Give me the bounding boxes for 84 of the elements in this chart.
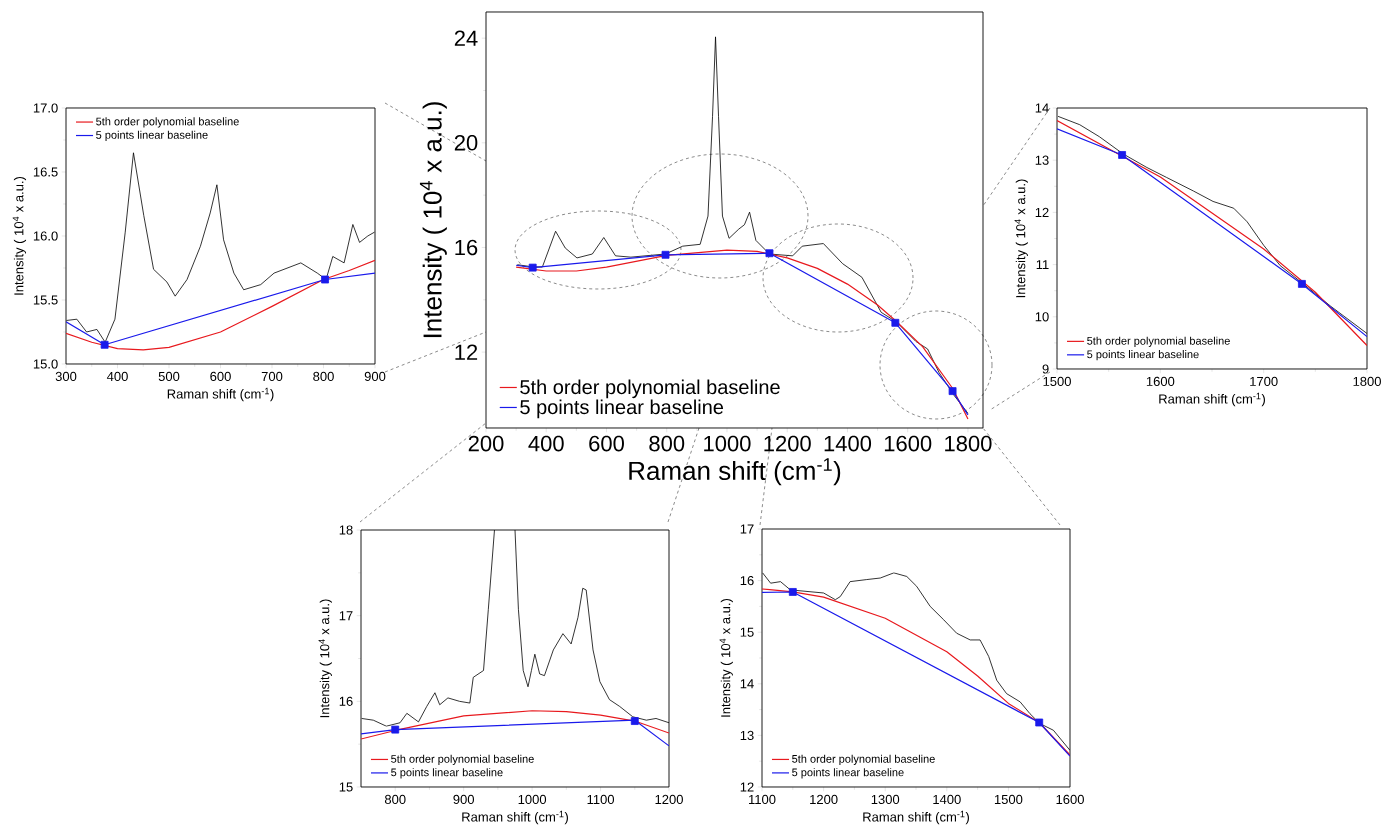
x-axis-title: Raman shift (cm$^{-1}$) — [167, 387, 274, 402]
y-axis-title: Intensity ( 10$^{4}$ x a.u.) — [419, 102, 447, 338]
point — [528, 263, 537, 272]
legend-label: 5 points linear baseline — [96, 130, 208, 142]
x-axis-title: Raman shift (cm$^{-1}$) — [462, 810, 568, 825]
y-tick-label: 12 — [1035, 207, 1049, 217]
x-tick-label: 1800 — [945, 435, 992, 452]
x-tick-label: 200 — [468, 435, 504, 452]
legend-label: 5th order polynomial baseline — [391, 754, 534, 765]
point — [948, 387, 957, 396]
x-tick-label: 1000 — [518, 794, 547, 804]
x-axis-title: Raman shift (cm$^{-1}$) — [629, 458, 841, 486]
x-tick-label: 400 — [528, 435, 564, 452]
y-tick-label: 16 — [455, 239, 478, 256]
y-tick-label: 14 — [1035, 103, 1049, 113]
x-tick-label: 1300 — [871, 794, 900, 804]
y-tick-label: 15 — [740, 627, 754, 637]
y-tick-label: 20 — [454, 135, 478, 151]
x-tick-label: 1400 — [824, 435, 872, 452]
x-tick-label: 800 — [649, 435, 685, 452]
y-tick-label: 16 — [339, 696, 353, 706]
x-tick-label: 1500 — [1043, 376, 1071, 386]
line-series — [66, 259, 375, 351]
y-tick-label: 15.0 — [33, 359, 58, 369]
legend-label: 5 points linear baseline — [1087, 350, 1199, 361]
y-tick-label: 18 — [339, 525, 353, 535]
point — [661, 250, 670, 259]
y-tick-label: 16.0 — [33, 231, 58, 241]
y-tick-label: 13 — [1035, 155, 1049, 165]
y-axis-title: Intensity ( 10$^{4}$ x a.u.) — [1014, 179, 1028, 298]
y-tick-label: 11 — [1036, 260, 1049, 270]
x-tick-label: 1600 — [1056, 794, 1084, 804]
y-tick-label: 17.0 — [33, 103, 58, 113]
line-series — [361, 719, 669, 747]
x-tick-label: 300 — [55, 371, 77, 381]
y-axis-title: Intensity ( 10$^{4}$ x a.u.) — [318, 599, 332, 718]
x-tick-label: 1200 — [764, 435, 811, 452]
x-tick-label: 800 — [384, 794, 406, 804]
y-axis-title: Intensity ( 10$^{4}$ x a.u.) — [12, 176, 27, 295]
y-tick-label: 17 — [740, 524, 754, 534]
y-tick-label: 24 — [454, 30, 478, 46]
legend-label: 5 points linear baseline — [520, 399, 724, 419]
legend-label: 5 points linear baseline — [391, 768, 503, 779]
x-tick-label: 700 — [261, 371, 283, 381]
x-tick-label: 400 — [106, 371, 128, 381]
line-series — [361, 710, 669, 740]
y-tick-label: 15.5 — [33, 295, 58, 305]
x-tick-label: 900 — [364, 371, 386, 381]
x-tick-label: 1000 — [704, 435, 751, 452]
point — [891, 318, 900, 327]
y-tick-label: 10 — [1035, 312, 1049, 322]
x-tick-label: 1200 — [655, 794, 683, 804]
x-axis-title: Raman shift (cm$^{-1}$) — [1159, 392, 1265, 407]
x-tick-label: 1800 — [1353, 376, 1381, 386]
x-axis-title: Raman shift (cm$^{-1}$) — [863, 810, 969, 825]
y-tick-label: 13 — [740, 730, 754, 740]
y-tick-label: 17 — [339, 611, 353, 621]
legend-label: 5th order polynomial baseline — [1087, 336, 1230, 347]
x-tick-label: 1600 — [1146, 376, 1175, 386]
x-tick-label: 500 — [158, 371, 180, 381]
y-tick-label: 15 — [339, 782, 353, 792]
y-tick-label: 9 — [1042, 364, 1049, 374]
x-tick-label: 800 — [313, 371, 334, 381]
y-tick-label: 16 — [740, 576, 754, 586]
legend-label: 5th order polynomial baseline — [520, 379, 780, 399]
x-tick-label: 900 — [453, 794, 475, 804]
y-tick-label: 16.5 — [33, 167, 58, 177]
y-axis-title: Intensity ( 10$^{4}$ x a.u.) — [719, 598, 733, 717]
x-tick-label: 1200 — [810, 794, 838, 804]
x-tick-label: 1600 — [884, 435, 932, 452]
legend-label: 5 points linear baseline — [792, 768, 904, 779]
x-tick-label: 1100 — [587, 794, 615, 804]
point — [765, 249, 774, 258]
legend-label: 5th order polynomial baseline — [792, 754, 935, 765]
x-tick-label: 1500 — [994, 794, 1023, 804]
x-tick-label: 1100 — [749, 794, 776, 804]
legend-label: 5th order polynomial baseline — [96, 117, 239, 128]
y-tick-label: 12 — [455, 344, 478, 360]
y-tick-label: 12 — [740, 782, 754, 792]
x-tick-label: 600 — [210, 371, 231, 381]
x-tick-label: 1700 — [1250, 376, 1278, 386]
x-tick-label: 600 — [589, 435, 624, 452]
y-tick-label: 14 — [740, 679, 754, 689]
x-tick-label: 1400 — [933, 794, 961, 804]
